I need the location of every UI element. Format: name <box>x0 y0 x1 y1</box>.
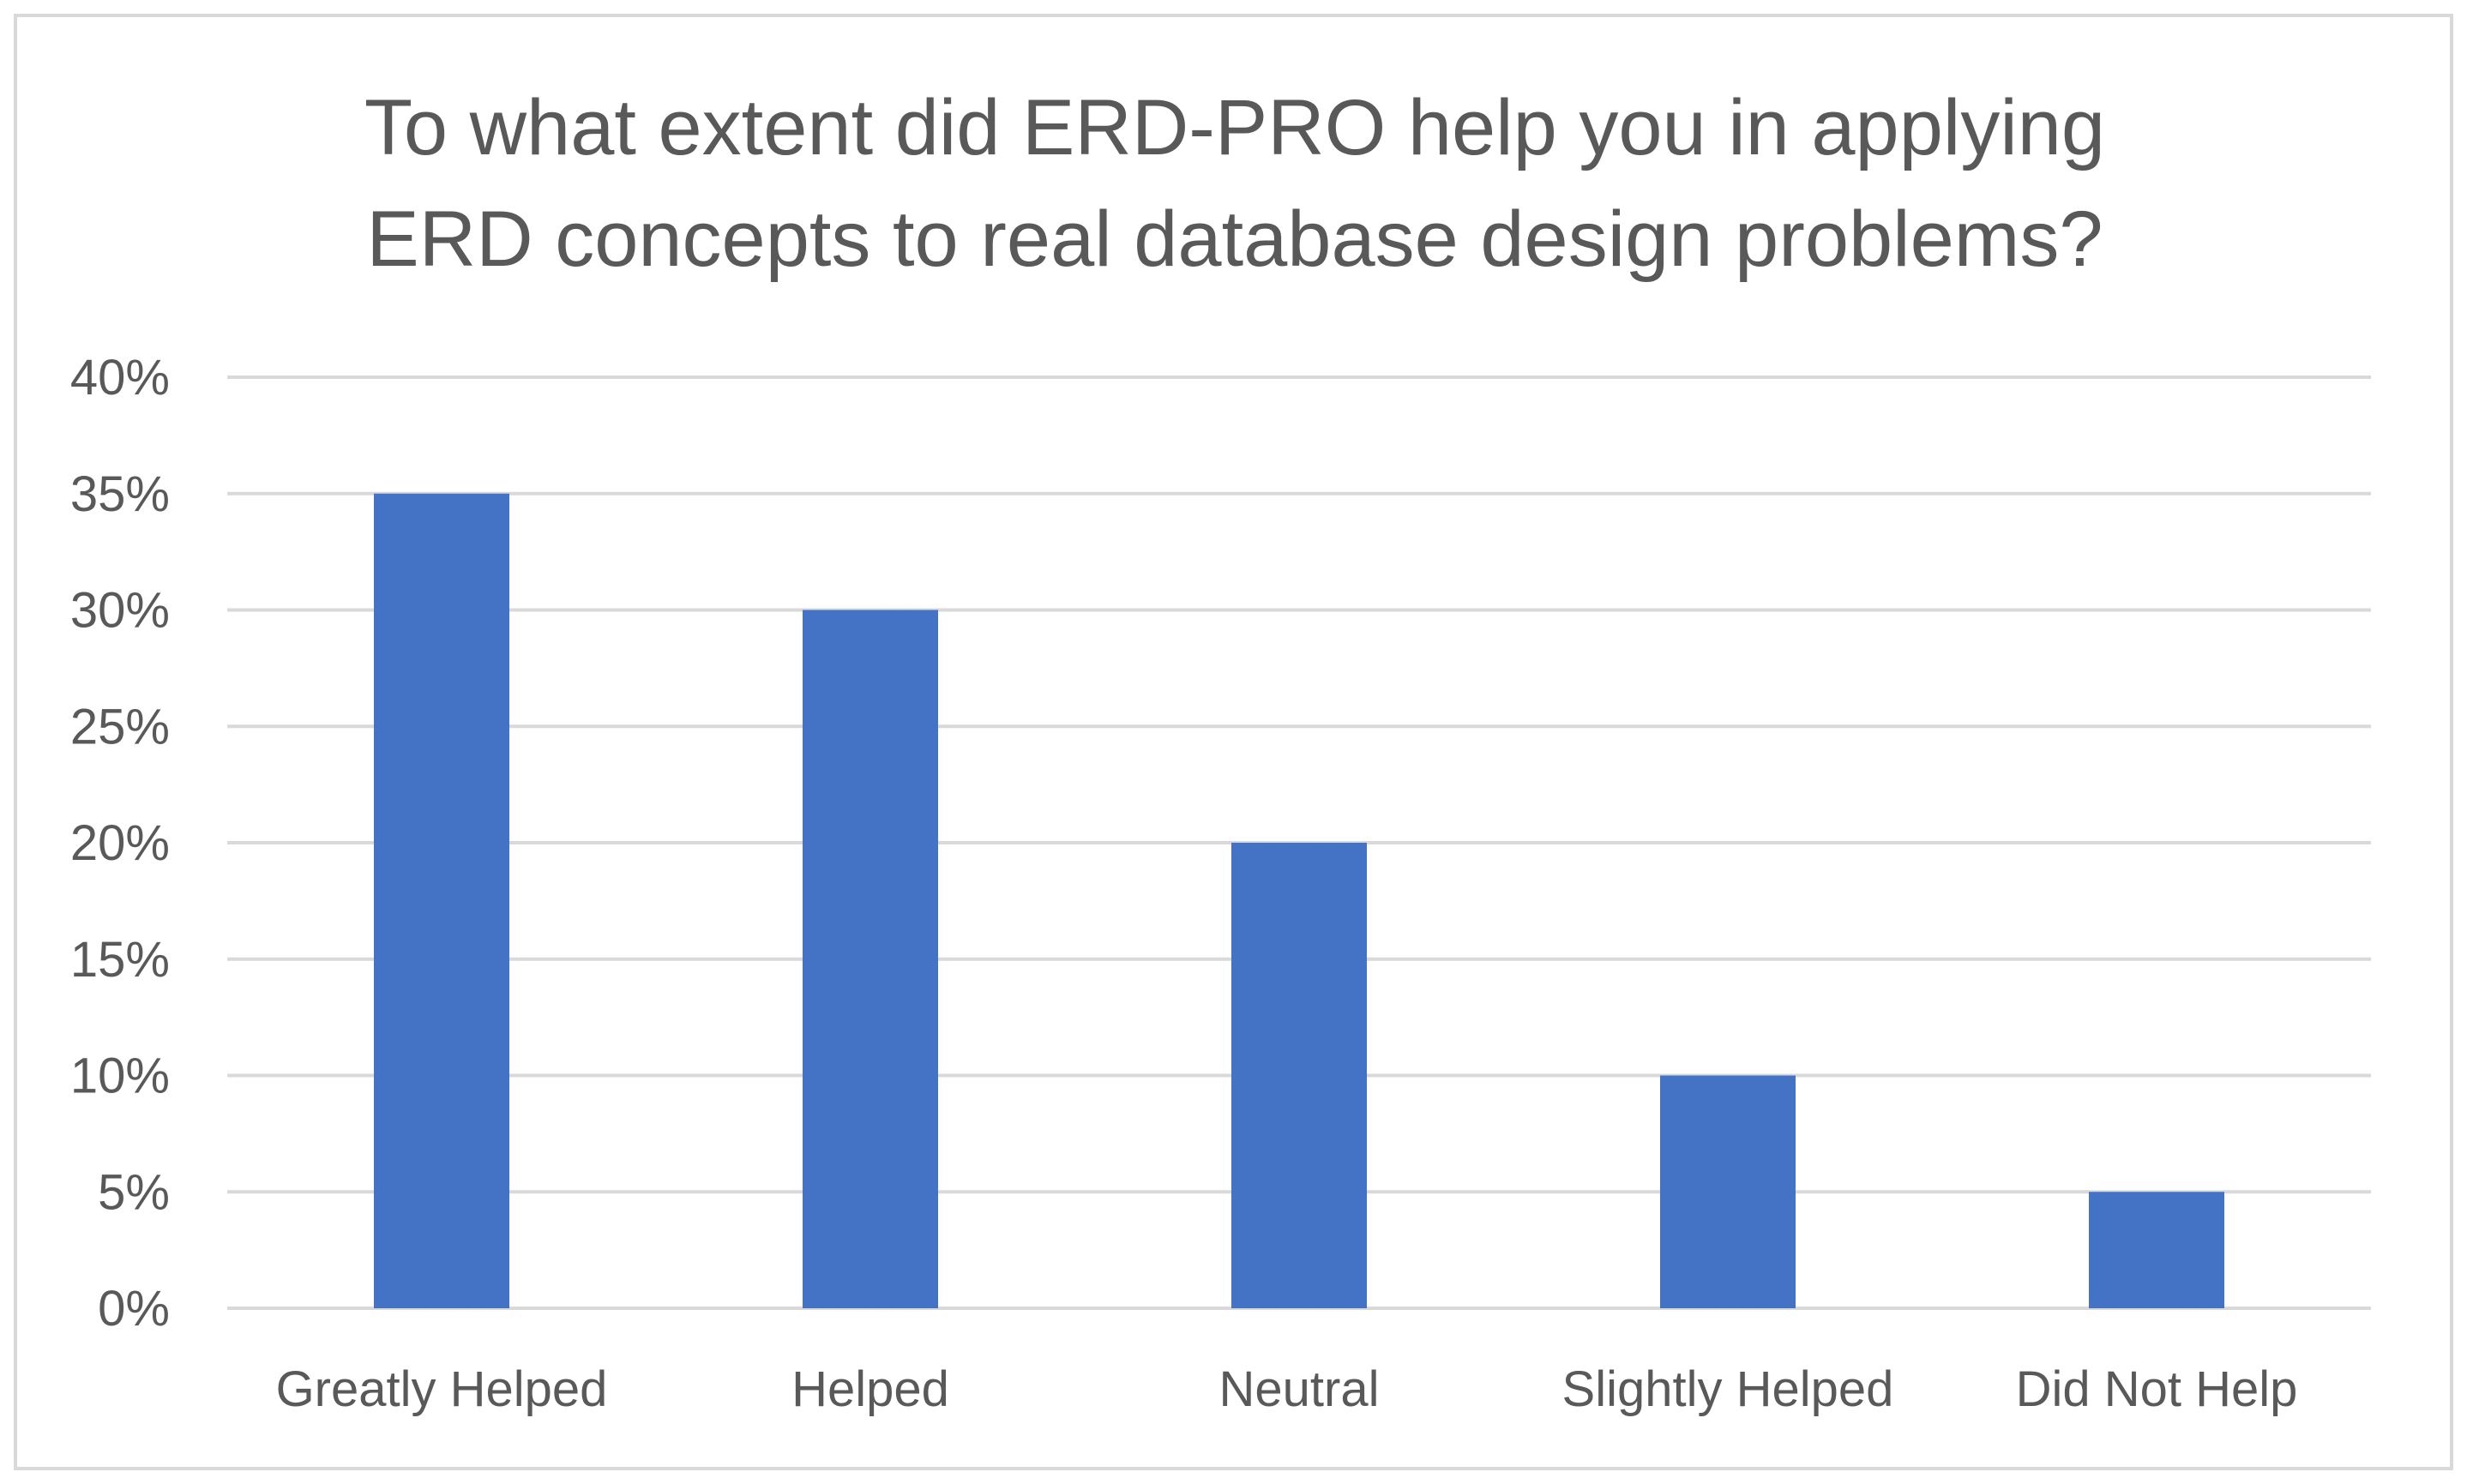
bar-helped <box>803 610 938 1308</box>
y-tick-label: 15% <box>70 932 170 988</box>
y-axis-tick-labels: 0% 5% 10% 15% 20% 25% 30% 35% 40% <box>70 350 170 1337</box>
bar-neutral <box>1231 843 1367 1308</box>
chart-title-line-1: To what extent did ERD-PRO help you in a… <box>364 84 2105 171</box>
y-tick-label: 30% <box>70 583 170 639</box>
bar-greatly-helped <box>374 493 509 1308</box>
y-tick-label: 20% <box>70 815 170 871</box>
y-tick-label: 40% <box>70 350 170 406</box>
y-tick-label: 5% <box>98 1164 170 1220</box>
y-tick-label: 0% <box>98 1281 170 1337</box>
bars <box>374 493 2224 1308</box>
x-axis-category-labels: Greatly Helped Helped Neutral Slightly Help… <box>276 1361 2298 1417</box>
bar-did-not-help <box>2089 1192 2224 1308</box>
x-category-label: Did Not Help <box>2016 1361 2298 1417</box>
gridlines <box>227 376 2371 1310</box>
bar-slightly-helped <box>1660 1075 1796 1308</box>
y-tick-label: 25% <box>70 699 170 754</box>
y-tick-label: 10% <box>70 1048 170 1104</box>
chart-title-line-2: ERD concepts to real database design pro… <box>366 195 2103 283</box>
y-tick-label: 35% <box>70 466 170 522</box>
x-category-label: Helped <box>791 1361 949 1417</box>
x-category-label: Greatly Helped <box>276 1361 608 1417</box>
x-category-label: Slightly Helped <box>1562 1361 1894 1417</box>
x-category-label: Neutral <box>1219 1361 1380 1417</box>
